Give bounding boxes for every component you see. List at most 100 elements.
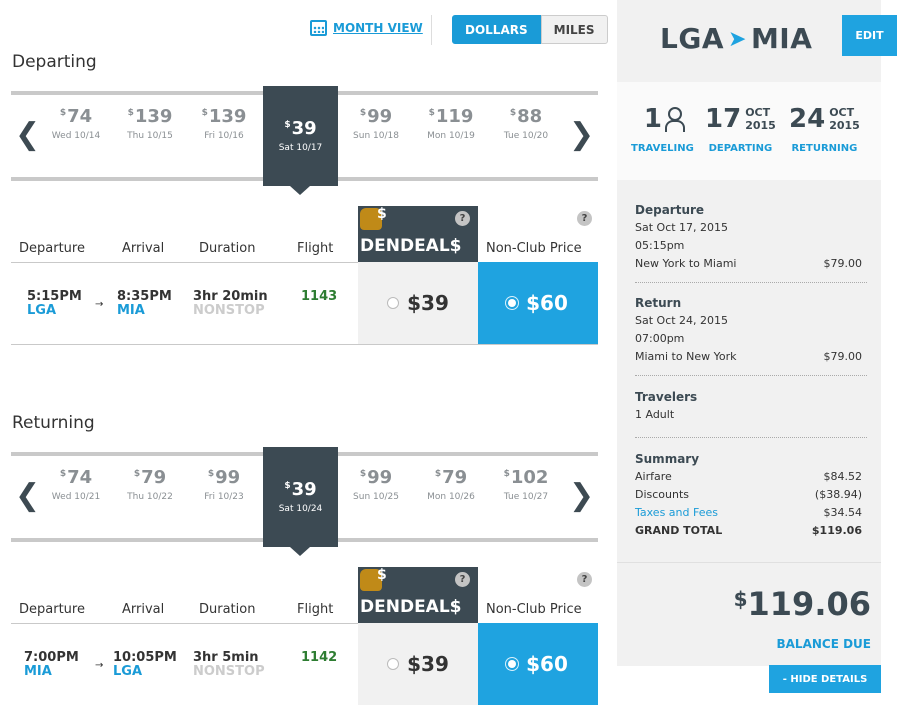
date-price: $39 [284,479,317,500]
date-option[interactable]: $119 Mon 10/19 [414,106,488,141]
return-price: $79.00 [823,350,863,363]
hide-details-button[interactable]: - HIDE DETAILS [769,665,881,693]
date-option[interactable]: $88 Tue 10/20 [489,106,563,141]
return-date: Sat Oct 24, 2015 [635,314,729,327]
help-icon[interactable]: ? [455,572,470,587]
grand-total-row: GRAND TOTAL $119.06 [635,522,862,540]
departure-heading: Departure [635,203,705,217]
date-label: Fri 10/23 [204,492,244,502]
arrow-right-icon: → [95,299,104,310]
travelers-heading: Travelers [635,390,698,404]
departing-flight-table: Departure Arrival Duration Flight DENDEA… [11,206,598,346]
arrival-time: 8:35PM MIA [117,289,172,318]
date-price: $79 [434,467,468,488]
date-option-selected[interactable]: $39 Sat 10/24 [263,447,338,556]
flight-duration: 3hr 5min NONSTOP [193,650,265,679]
returning-flight-table: Departure Arrival Duration Flight DENDEA… [11,567,598,705]
radio-button[interactable] [387,297,400,309]
radio-button-selected[interactable] [508,660,517,668]
departure-airport: MIA [24,664,52,679]
edit-button[interactable]: EDIT [842,15,897,56]
currency-toggle: DOLLARS MILES [452,15,608,44]
trip-stats: 1 TRAVELING 17 OCT 2015 DEPARTING 24 OCT 201… [617,82,881,180]
row-divider [11,344,598,345]
departure-time: 7:00PM MIA [24,650,79,679]
returning-label: RETURNING [791,143,858,154]
cost-summary: Summary Airfare $84.52 Discounts ($38.94) … [635,452,862,540]
help-icon[interactable]: ? [455,211,470,226]
date-price: $79 [133,467,167,488]
club-price-option[interactable]: $39 [358,262,478,344]
summary-heading: Summary [635,452,700,466]
date-option[interactable]: $74 Wed 10/21 [39,467,113,502]
departure-time-detail: 05:15pm [635,239,685,252]
nonclub-price-option-selected[interactable]: $60 [478,623,598,705]
date-price: $102 [503,467,549,488]
departing-date-strip: ❮ $74 Wed 10/14 $139 Thu 10/15 $139 Fri 10/… [11,86,598,195]
balance-amount: $119.06 [733,585,871,623]
radio-button-selected[interactable] [508,299,517,307]
date-option[interactable]: $139 Fri 10/16 [187,106,261,141]
dendeals-logo: DENDEAL$ ? [358,206,478,262]
col-header-flight: Flight [297,241,334,256]
date-option[interactable]: $79 Thu 10/22 [113,467,187,502]
arrival-airport: LGA [113,664,143,679]
fare-toolbar: MONTH VIEW DOLLARS MILES [310,15,608,45]
return-details: Return Sat Oct 24, 2015 07:00pm Miami to… [635,296,862,366]
help-icon[interactable]: ? [577,211,592,226]
radio-button[interactable] [387,658,400,670]
date-price: $88 [509,106,543,127]
col-header-duration: Duration [199,241,256,256]
date-option[interactable]: $99 Sun 10/25 [339,467,413,502]
dendeals-logo-text: DENDEAL$ [360,597,462,617]
balance-due-label: BALANCE DUE [776,637,872,651]
date-option[interactable]: $79 Mon 10/26 [414,467,488,502]
date-price: $99 [207,467,241,488]
return-time-detail: 07:00pm [635,332,685,345]
date-option[interactable]: $102 Tue 10/27 [489,467,563,502]
dendeals-logo: DENDEAL$ ? [358,567,478,623]
help-icon[interactable]: ? [577,572,592,587]
date-option[interactable]: $74 Wed 10/14 [39,106,113,141]
month-view-link[interactable]: MONTH VIEW [310,20,423,36]
date-price: $39 [284,118,317,139]
row-divider [11,623,598,624]
departing-stat: 17 OCT 2015 DEPARTING [705,104,776,154]
miles-toggle-button[interactable]: MILES [540,15,608,44]
balance-due-box: $119.06 BALANCE DUE [617,562,881,666]
nonclub-price: $60 [526,291,568,315]
col-header-duration: Duration [199,602,256,617]
date-label: Thu 10/15 [127,131,173,141]
date-label: Thu 10/22 [127,492,173,502]
prev-week-arrow-icon[interactable]: ❮ [15,478,41,513]
nonclub-price-option-selected[interactable]: $60 [478,262,598,344]
date-option[interactable]: $99 Fri 10/23 [187,467,261,502]
next-week-arrow-icon[interactable]: ❯ [569,117,595,152]
flight-number: 1142 [301,650,338,665]
col-header-flight: Flight [297,602,334,617]
route-header: LGA ➤ MIA [660,22,812,55]
date-option[interactable]: $99 Sun 10/18 [339,106,413,141]
returning-stat: 24 OCT 2015 RETURNING [789,104,860,154]
travelers-value: 1 Adult [635,408,675,421]
travelers-stat: 1 TRAVELING [631,104,694,154]
dog-mascot-icon [360,206,387,230]
col-header-nonclub-price: Non-Club Price [486,602,582,617]
club-price: $39 [407,291,449,315]
next-week-arrow-icon[interactable]: ❯ [569,478,595,513]
date-option-selected[interactable]: $39 Sat 10/17 [263,86,338,195]
club-price-option[interactable]: $39 [358,623,478,705]
date-label: Tue 10/20 [503,131,549,141]
taxes-and-fees-link[interactable]: Taxes and Fees [635,506,718,519]
dollars-toggle-button[interactable]: DOLLARS [452,15,541,44]
month-view-label: MONTH VIEW [333,21,423,35]
date-label: Fri 10/16 [204,131,244,141]
return-heading: Return [635,296,682,310]
departure-date: Sat Oct 17, 2015 [635,221,729,234]
col-header-arrival: Arrival [122,241,165,256]
date-option[interactable]: $139 Thu 10/15 [113,106,187,141]
departure-time: 5:15PM LGA [27,289,82,318]
departure-price: $79.00 [823,257,863,270]
prev-week-arrow-icon[interactable]: ❮ [15,117,41,152]
toolbar-divider [431,15,432,45]
